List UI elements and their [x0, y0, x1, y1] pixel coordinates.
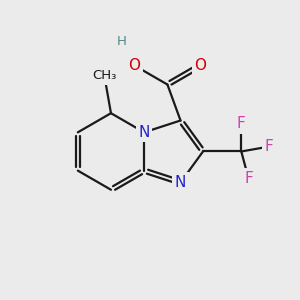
Text: N: N — [175, 175, 186, 190]
Text: F: F — [264, 139, 273, 154]
Text: O: O — [128, 58, 140, 73]
Text: N: N — [138, 125, 150, 140]
Text: F: F — [237, 116, 246, 131]
Text: O: O — [195, 58, 207, 73]
Text: H: H — [117, 35, 127, 48]
Text: CH₃: CH₃ — [92, 69, 116, 82]
Text: F: F — [244, 171, 253, 186]
